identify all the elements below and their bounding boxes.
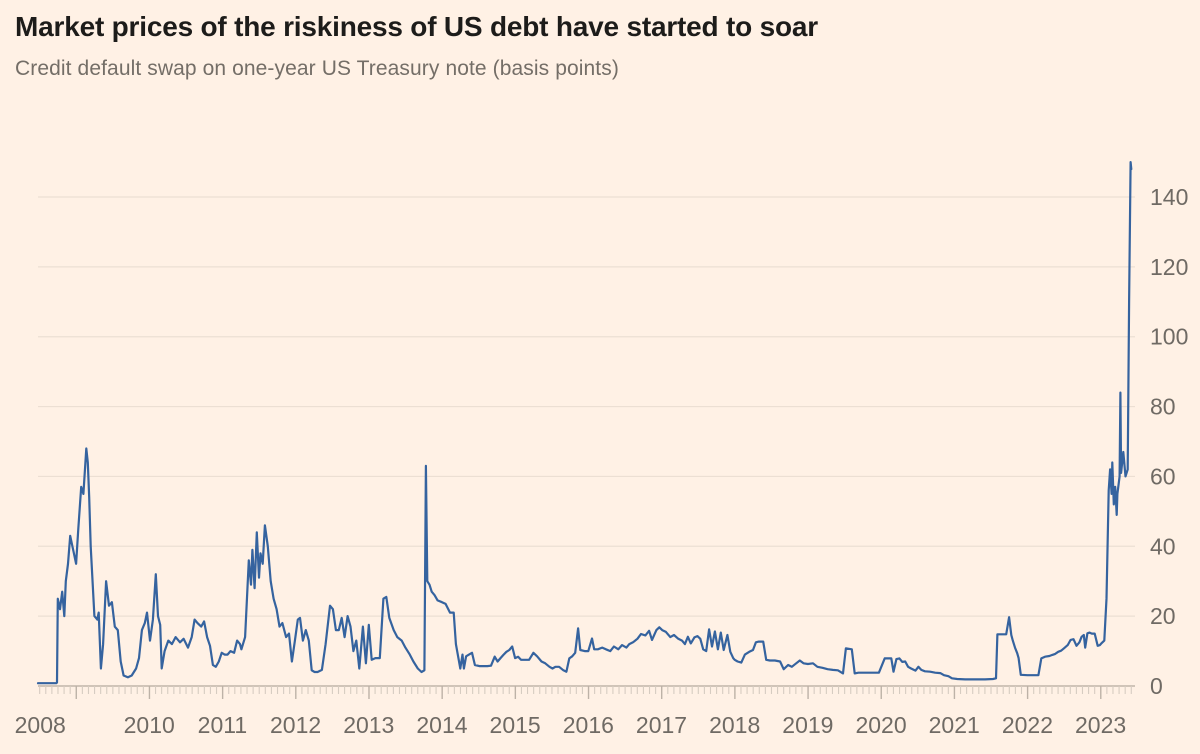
svg-text:2010: 2010 (124, 712, 175, 738)
svg-text:2015: 2015 (490, 712, 541, 738)
y-gridlines (38, 196, 1135, 617)
svg-text:20: 20 (1150, 603, 1176, 629)
svg-text:2013: 2013 (343, 712, 394, 738)
y-axis-labels: 0 20 40 60 80 100 120 140 (1150, 184, 1188, 699)
svg-text:60: 60 (1150, 463, 1176, 489)
svg-text:2008: 2008 (15, 712, 66, 738)
svg-text:80: 80 (1150, 394, 1176, 420)
x-axis-ticks (39, 686, 1132, 699)
svg-text:0: 0 (1150, 673, 1163, 699)
svg-text:40: 40 (1150, 533, 1176, 559)
svg-text:2012: 2012 (270, 712, 321, 738)
svg-text:2014: 2014 (416, 712, 467, 738)
svg-text:2011: 2011 (198, 712, 247, 738)
chart-header: Market prices of the riskiness of US deb… (15, 10, 1115, 81)
svg-text:2022: 2022 (1002, 712, 1053, 738)
svg-text:2018: 2018 (709, 712, 760, 738)
svg-text:2016: 2016 (563, 712, 614, 738)
chart-title: Market prices of the riskiness of US deb… (15, 11, 818, 42)
svg-text:2020: 2020 (855, 712, 906, 738)
svg-text:2019: 2019 (782, 712, 833, 738)
chart-subtitle: Credit default swap on one-year US Treas… (15, 56, 619, 80)
svg-text:2023: 2023 (1075, 712, 1126, 738)
svg-text:2017: 2017 (636, 712, 687, 738)
svg-text:2021: 2021 (929, 712, 980, 738)
cds-spread-line (36, 161, 1133, 685)
svg-text:100: 100 (1150, 324, 1188, 350)
x-axis-labels: 2008 2010 2011 2012 2013 2014 2015 2016 2017 2018… (15, 712, 1127, 738)
svg-text:140: 140 (1150, 184, 1188, 210)
svg-text:120: 120 (1150, 254, 1188, 280)
